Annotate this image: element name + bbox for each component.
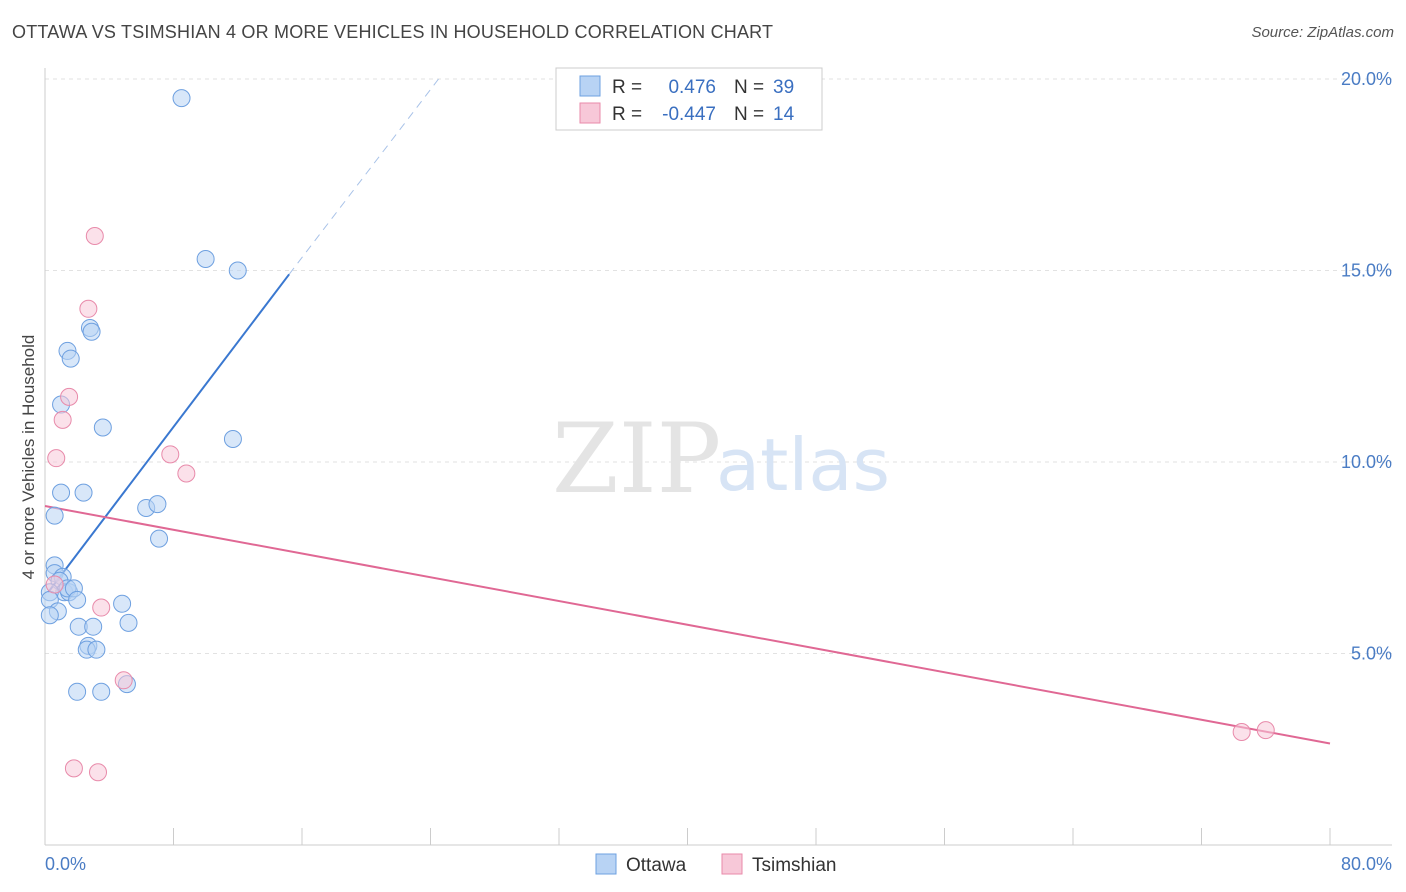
point-tsimshian-9 (114, 671, 133, 690)
point-ottawa-37 (92, 682, 111, 701)
point-tsimshian-2 (60, 387, 79, 406)
point-ottawa-15 (150, 529, 169, 548)
point-tsimshian-1 (79, 299, 98, 318)
point-tsimshian-6 (177, 464, 196, 483)
trend-line-ottawa (47, 273, 290, 593)
legend-r-value-2: -0.447 (662, 104, 716, 125)
point-tsimshian-8 (92, 598, 111, 617)
point-ottawa-14 (45, 506, 64, 525)
correlation-legend: R = 0.476 N = 39 R = -0.447 N = 14 (555, 67, 823, 131)
legend-n-value-2: 14 (773, 104, 795, 125)
legend-n-label-2: N = (734, 104, 764, 125)
series-legend-swatch-tsimshian (721, 853, 743, 875)
watermark: ZIP atlas (552, 403, 890, 515)
trend-line-tsimshian (44, 505, 1331, 745)
point-tsimshian-4 (47, 449, 66, 468)
point-ottawa-11 (74, 483, 93, 502)
y-tick-label-3: 20.0% (1341, 69, 1392, 89)
point-tsimshian-5 (161, 445, 180, 464)
point-ottawa-8 (93, 418, 112, 437)
x-tick-label-0: 0.0% (45, 854, 86, 874)
axes (44, 68, 1392, 846)
y-tick-label-1: 10.0% (1341, 452, 1392, 472)
x-tick-labels: 0.0% 80.0% (45, 854, 1392, 874)
point-tsimshian-11 (89, 763, 108, 782)
y-tick-label-0: 5.0% (1351, 644, 1392, 664)
point-ottawa-31 (84, 617, 103, 636)
point-ottawa-27 (113, 594, 132, 613)
data-points (40, 89, 1275, 782)
legend-r-label-1: R = (612, 77, 642, 98)
y-tick-labels: 5.0% 10.0% 15.0% 20.0% (1341, 69, 1392, 664)
point-ottawa-26 (68, 590, 87, 609)
point-ottawa-6 (61, 349, 80, 368)
watermark-zip: ZIP (552, 403, 721, 515)
x-ticks (44, 828, 1331, 845)
legend-r-value-1: 0.476 (668, 77, 716, 98)
point-ottawa-4 (82, 322, 101, 341)
point-tsimshian-13 (1256, 721, 1275, 740)
point-ottawa-9 (223, 430, 242, 449)
watermark-atlas: atlas (716, 423, 890, 507)
point-tsimshian-3 (53, 410, 72, 429)
point-ottawa-0 (172, 89, 191, 108)
point-tsimshian-0 (85, 227, 104, 246)
source-label: Source: ZipAtlas.com (1251, 24, 1394, 41)
point-ottawa-29 (40, 606, 59, 625)
legend-n-label-1: N = (734, 77, 764, 98)
point-tsimshian-7 (45, 575, 64, 594)
point-ottawa-35 (87, 640, 106, 659)
point-ottawa-13 (148, 495, 167, 514)
legend-swatch-tsimshian (579, 102, 601, 124)
trend-lines (44, 78, 1331, 745)
grid-lines (45, 78, 1392, 654)
legend-swatch-ottawa (579, 75, 601, 97)
y-tick-label-2: 15.0% (1341, 261, 1392, 281)
point-ottawa-32 (119, 613, 138, 632)
point-ottawa-36 (68, 682, 87, 701)
point-tsimshian-10 (64, 759, 83, 778)
point-ottawa-2 (228, 261, 247, 280)
chart-title: OTTAWA VS TSIMSHIAN 4 OR MORE VEHICLES I… (12, 22, 774, 42)
series-legend-label-tsimshian: Tsimshian (752, 855, 836, 876)
legend-r-label-2: R = (612, 104, 642, 125)
trend-line-extension-ottawa (288, 78, 439, 275)
series-legend-swatch-ottawa (595, 853, 617, 875)
point-tsimshian-12 (1232, 723, 1251, 742)
point-ottawa-10 (52, 483, 71, 502)
point-ottawa-1 (196, 250, 215, 269)
y-axis-label: 4 or more Vehicles in Household (19, 335, 38, 580)
legend-n-value-1: 39 (773, 77, 794, 98)
series-legend-label-ottawa: Ottawa (626, 855, 687, 876)
x-tick-label-1: 80.0% (1341, 854, 1392, 874)
series-legend: Ottawa Tsimshian (595, 853, 836, 876)
